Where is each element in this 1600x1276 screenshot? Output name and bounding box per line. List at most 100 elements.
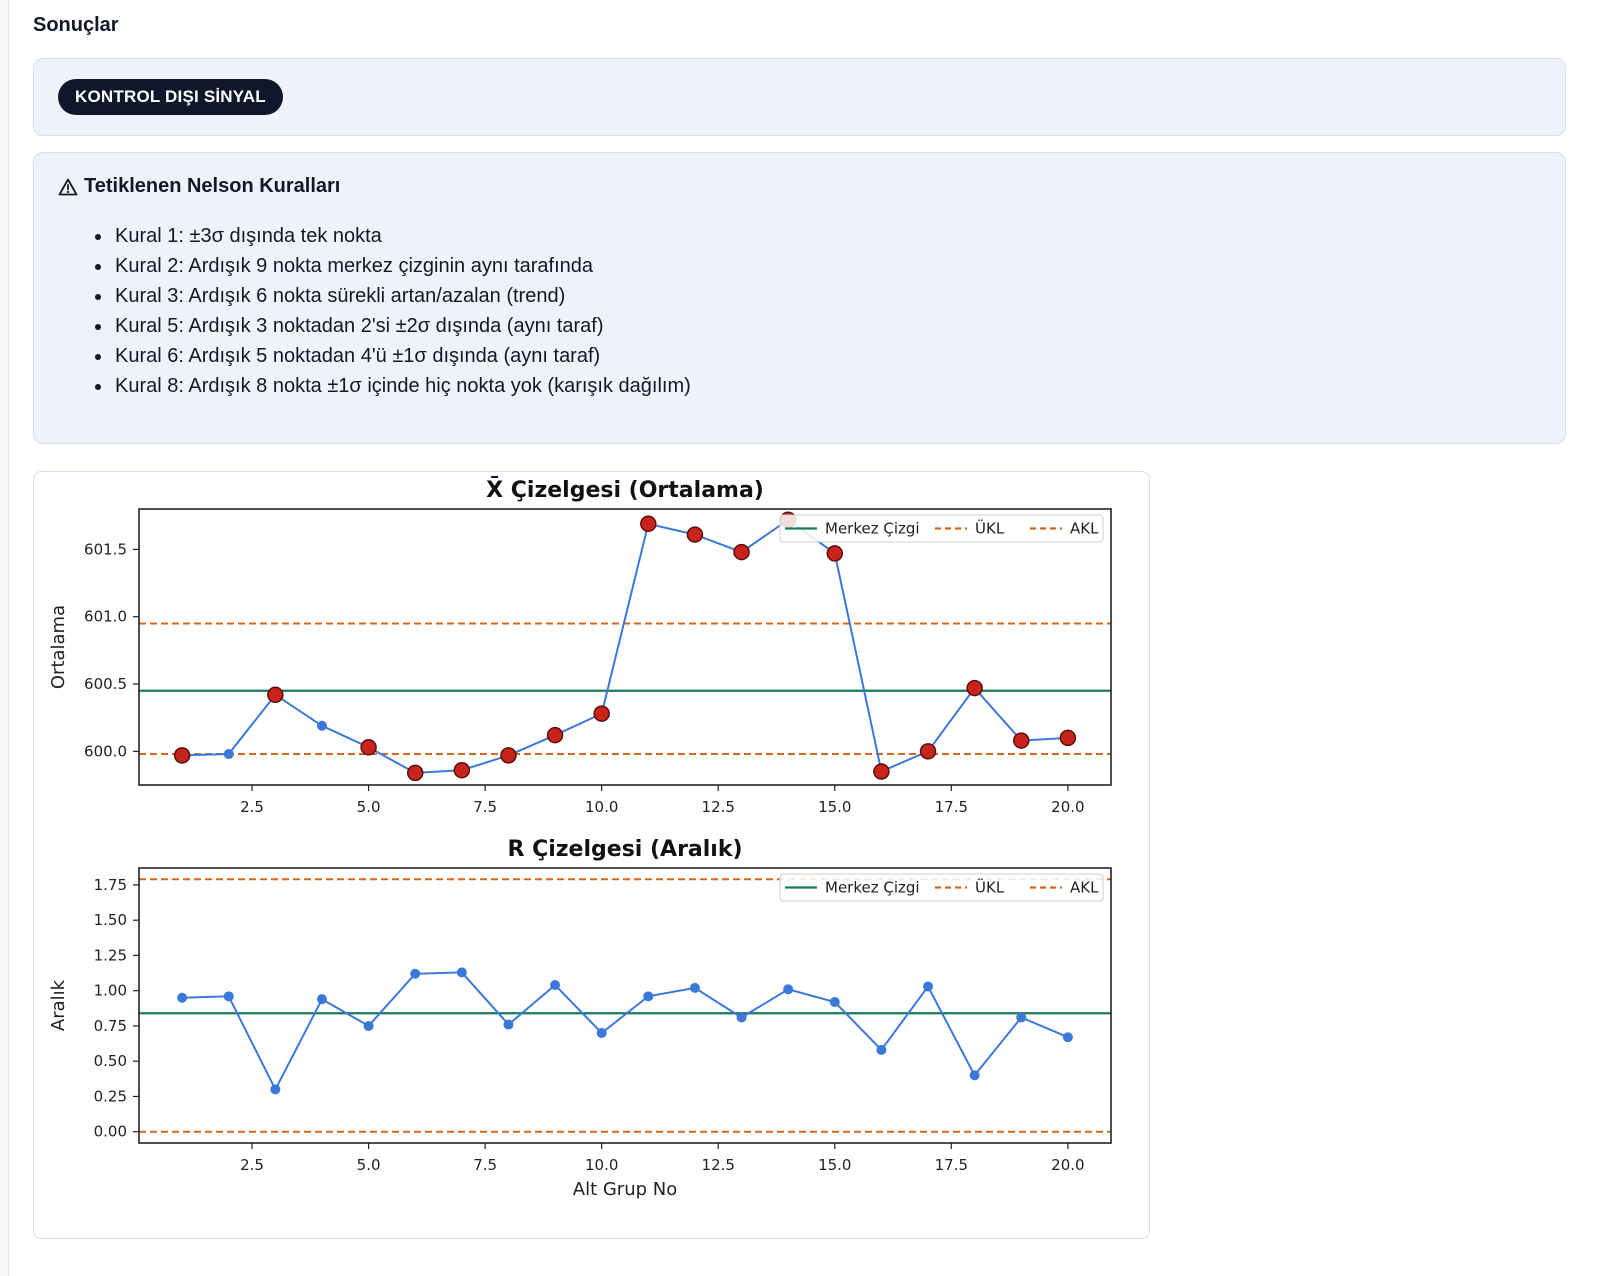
rule-item: Kural 8: Ardışık 8 nokta ±1σ içinde hiç … <box>113 371 691 401</box>
data-point <box>270 1084 281 1095</box>
rule-item: Kural 3: Ardışık 6 nokta sürekli artan/a… <box>113 281 691 311</box>
x-tick-label: 17.5 <box>935 1156 968 1174</box>
y-tick-label: 0.50 <box>94 1052 127 1070</box>
x-tick-label: 17.5 <box>935 798 968 816</box>
rule-item: Kural 1: ±3σ dışında tek nokta <box>113 221 691 251</box>
section-title: Sonuçlar <box>33 14 119 36</box>
violation-point <box>686 526 704 543</box>
rules-list: Kural 1: ±3σ dışında tek nokta Kural 2: … <box>89 221 691 401</box>
legend: Merkez Çizgi ÜKL AKL <box>779 873 1104 902</box>
data-point <box>596 1028 607 1038</box>
plot-area <box>139 511 1111 782</box>
y-tick-label: 1.00 <box>94 982 127 1000</box>
legend-label: ÜKL <box>975 519 1005 538</box>
violation-point <box>406 764 424 782</box>
x-tick-label: 7.5 <box>473 1156 497 1174</box>
chart-title: X̄ Çizelgesi (Ortalama) <box>486 477 764 503</box>
chart-title: R Çizelgesi (Aralık) <box>507 837 742 862</box>
y-tick-label: 1.75 <box>94 876 127 894</box>
data-point <box>177 992 188 1003</box>
legend-label: AKL <box>1070 879 1099 897</box>
y-tick-label: 0.00 <box>94 1123 127 1141</box>
violation-point <box>500 747 517 764</box>
legend-label: AKL <box>1070 520 1099 538</box>
y-axis-label: Aralık <box>48 979 69 1031</box>
violation-point <box>360 739 377 756</box>
plot-frame <box>138 508 1112 786</box>
data-point <box>643 991 654 1002</box>
data-point <box>316 994 327 1005</box>
nelson-rules-panel: Tetiklenen Nelson Kuralları Kural 1: ±3σ… <box>33 152 1566 444</box>
y-tick-label: 1.50 <box>94 911 127 929</box>
x-tick-label: 12.5 <box>702 798 735 816</box>
rules-heading: Tetiklenen Nelson Kuralları <box>58 175 340 198</box>
violation-point <box>826 545 844 562</box>
data-point <box>456 967 467 978</box>
legend-label: Merkez Çizgi <box>825 520 920 538</box>
plot-area <box>139 878 1111 1133</box>
control-charts-svg: X̄ Çizelgesi (Ortalama) 2.5 5.0 7.5 10.0 12.5… <box>48 477 1112 1200</box>
status-panel: KONTROL DIŞI SİNYAL <box>33 58 1566 136</box>
legend-label: ÜKL <box>975 878 1005 897</box>
data-point <box>1016 1012 1027 1023</box>
y-tick-label: 601.5 <box>84 540 127 558</box>
data-point <box>736 1012 747 1023</box>
y-tick-label: 601.0 <box>84 608 127 626</box>
x-tick-label: 2.5 <box>240 798 264 816</box>
rule-item: Kural 6: Ardışık 5 noktadan 4'ü ±1σ dışı… <box>113 341 691 371</box>
x-tick-label: 2.5 <box>240 1156 264 1174</box>
y-tick-label: 600.0 <box>84 742 127 760</box>
y-tick-label: 600.5 <box>84 675 127 693</box>
x-axis-label: Alt Grup No <box>573 1179 677 1200</box>
rule-item: Kural 2: Ardışık 9 nokta merkez çizginin… <box>113 251 691 281</box>
data-point <box>223 991 234 1002</box>
control-charts-card: X̄ Çizelgesi (Ortalama) 2.5 5.0 7.5 10.0 12.5… <box>33 471 1150 1239</box>
xbar-chart: X̄ Çizelgesi (Ortalama) 2.5 5.0 7.5 10.0 12.5… <box>48 477 1112 816</box>
y-axis-label: Ortalama <box>48 605 69 689</box>
series-line <box>182 971 1069 1092</box>
legend-box <box>779 873 1104 902</box>
data-point <box>876 1044 887 1055</box>
x-tick-label: 20.0 <box>1051 1156 1084 1174</box>
violation-point <box>593 705 610 722</box>
x-tick-label: 7.5 <box>473 798 497 816</box>
range-chart: R Çizelgesi (Aralık) 2.5 5.0 7.5 10.0 12.5 15.… <box>48 837 1112 1200</box>
data-point <box>689 982 700 993</box>
violation-point <box>1059 729 1077 747</box>
data-point <box>410 968 421 979</box>
out-of-control-badge: KONTROL DIŞI SİNYAL <box>58 79 283 115</box>
violation-point <box>546 726 564 744</box>
data-point <box>316 720 327 731</box>
x-tick-label: 10.0 <box>585 1156 618 1174</box>
data-point <box>223 749 234 760</box>
data-point <box>923 981 934 992</box>
y-tick-label: 1.25 <box>94 946 127 964</box>
violation-point <box>173 747 191 764</box>
x-tick-label: 20.0 <box>1051 798 1084 816</box>
legend-box <box>779 514 1104 543</box>
y-tick-label: 0.75 <box>94 1017 127 1035</box>
data-point <box>550 980 561 991</box>
data-point <box>503 1019 514 1030</box>
violation-point <box>966 679 983 697</box>
violation-point <box>267 686 284 704</box>
rule-item: Kural 5: Ardışık 3 noktadan 2'si ±2σ dış… <box>113 311 691 341</box>
violation-point <box>919 743 937 760</box>
x-tick-label: 10.0 <box>585 798 618 816</box>
data-point <box>829 996 840 1007</box>
data-point <box>969 1070 980 1081</box>
violation-point <box>640 515 657 533</box>
data-point <box>783 984 794 995</box>
violation-point <box>873 763 890 780</box>
data-point <box>363 1020 374 1031</box>
x-tick-label: 15.0 <box>818 798 851 816</box>
x-tick-label: 5.0 <box>357 798 381 816</box>
x-tick-label: 12.5 <box>702 1156 735 1174</box>
rules-heading-text: Tetiklenen Nelson Kuralları <box>84 175 341 197</box>
x-tick-label: 15.0 <box>818 1156 851 1174</box>
y-tick-label: 0.25 <box>94 1087 127 1105</box>
page-left-rail <box>0 0 9 1276</box>
violation-point <box>733 543 750 561</box>
plot-frame <box>138 867 1112 1144</box>
violation-point <box>453 761 471 779</box>
